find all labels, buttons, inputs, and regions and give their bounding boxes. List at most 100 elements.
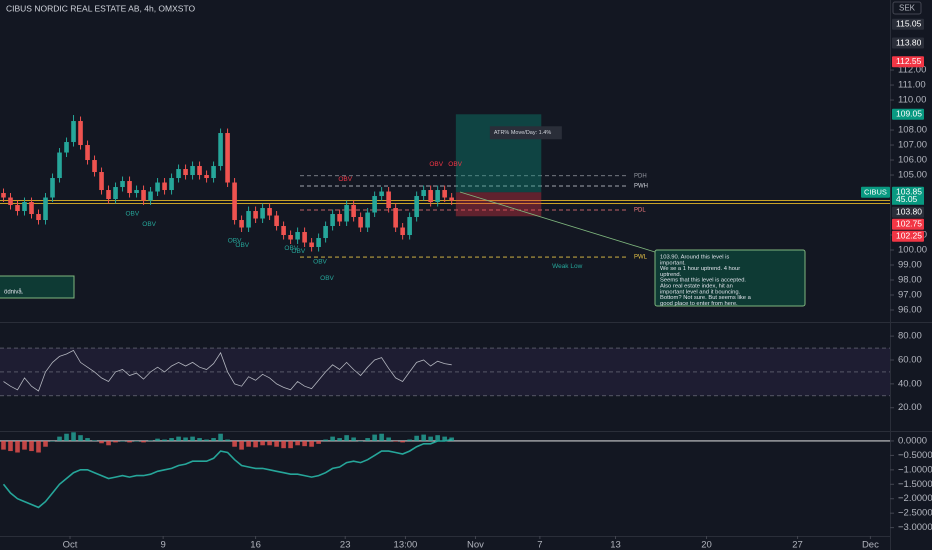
y-tick-label: 40.00: [898, 378, 922, 389]
candle-body: [260, 208, 265, 219]
tag-bg: [892, 37, 924, 49]
histogram-bar: [148, 440, 153, 441]
histogram-bar: [211, 438, 216, 441]
annotation: OBV: [320, 275, 334, 282]
histogram-bar: [127, 440, 132, 443]
annotation: OBV: [429, 161, 443, 168]
annotation: OBV: [228, 238, 242, 245]
candle-body: [141, 190, 146, 201]
candle-body: [358, 217, 363, 228]
histogram-bar: [176, 436, 181, 441]
note-left: ödnivå.: [4, 289, 24, 296]
candle-body: [330, 214, 335, 227]
candle-body: [323, 226, 328, 239]
histogram-bar: [36, 440, 41, 453]
histogram-bar: [64, 433, 69, 441]
histogram-bar: [239, 440, 244, 450]
histogram-bar: [365, 438, 370, 441]
candle-body: [120, 181, 125, 188]
candle-body: [274, 215, 279, 227]
tag-name: CIBUS: [864, 187, 887, 196]
x-tick-label: 23: [340, 540, 351, 550]
candle-body: [92, 160, 97, 173]
candle-body: [372, 196, 377, 213]
histogram-bar: [449, 437, 454, 441]
histogram-bar: [22, 440, 27, 450]
histogram-bar: [232, 440, 237, 447]
y-tick-label: 97.00: [898, 290, 922, 301]
tag-label: 103.85: [896, 187, 922, 197]
candle-body: [211, 166, 216, 179]
histogram-bar: [204, 439, 209, 441]
candle-body: [428, 190, 433, 203]
candle-body: [190, 166, 195, 176]
tag-label: 102.75: [896, 219, 922, 229]
note-line: Seems that this level is accepted.: [660, 278, 746, 284]
candle-body: [113, 187, 118, 200]
histogram-bar: [288, 440, 293, 449]
candle-body: [155, 182, 160, 192]
y-tick-label: 106.00: [898, 155, 927, 166]
tag-label: 103.80: [896, 207, 922, 217]
candle-body: [400, 227, 405, 236]
annotation: OBV: [142, 221, 156, 228]
histogram-bar: [246, 440, 251, 447]
histogram-bar: [309, 440, 314, 447]
histogram-bar: [302, 440, 307, 447]
histogram-bar: [379, 433, 384, 441]
histogram-bar: [71, 432, 76, 441]
note-line: We se a 1 hour uptrend. 4 hour: [660, 266, 740, 272]
histogram-bar: [50, 440, 55, 442]
candle-body: [365, 212, 370, 228]
histogram-bar: [169, 438, 174, 441]
candle-body: [85, 145, 90, 161]
currency-label[interactable]: SEK: [899, 4, 916, 13]
macd-line: [2, 438, 452, 509]
position-target-zone: [455, 114, 542, 193]
histogram-bar: [316, 440, 321, 444]
position-label: ATR% Move/Day: 1.4%: [494, 130, 551, 136]
candle-body: [15, 205, 20, 212]
level-label: PDL: [634, 208, 646, 214]
histogram-bar: [92, 440, 97, 441]
candle-body: [99, 172, 104, 191]
tag-label: 109.05: [896, 109, 922, 119]
candle-body: [281, 226, 286, 236]
y-tick-label: 111.00: [898, 80, 926, 91]
histogram-bar: [281, 440, 286, 449]
currency-button[interactable]: [892, 1, 922, 15]
histogram-bar: [393, 440, 398, 442]
candle-body: [197, 166, 202, 176]
histogram-bar: [155, 438, 160, 441]
candle-body: [43, 197, 48, 221]
candle-body: [442, 190, 447, 198]
histogram-bar: [43, 440, 48, 447]
candle-body: [36, 214, 41, 221]
y-tick-label: 96.00: [898, 305, 922, 316]
tag-bg: [892, 206, 924, 218]
tag-bg: [892, 218, 924, 230]
y-tick-label: −3.0000: [898, 522, 932, 533]
tag-label: 113.80: [896, 37, 922, 47]
candle-body: [218, 133, 223, 167]
x-tick-label: 20: [701, 540, 712, 550]
candle-body: [393, 208, 398, 228]
candle-body: [309, 242, 314, 248]
note-line: uptrend.: [660, 272, 682, 278]
y-tick-label: 108.00: [898, 125, 927, 136]
candle-body: [106, 190, 111, 200]
annotation: Weak Low: [552, 263, 583, 270]
candle-body: [435, 190, 440, 203]
candle-body: [225, 133, 230, 183]
y-tick-label: 112.00: [898, 65, 926, 76]
tag-bg: [892, 108, 924, 120]
note-line: Bottom? Not sure. But seems like a: [660, 295, 752, 301]
tag-name-bg: [861, 186, 890, 198]
candle-body: [183, 169, 188, 176]
histogram-bar: [330, 436, 335, 441]
histogram-bar: [106, 440, 111, 446]
level-label: PWL: [634, 255, 648, 261]
histogram-bar: [295, 440, 300, 446]
tag-bg: [892, 230, 924, 242]
histogram-bar: [407, 439, 412, 441]
